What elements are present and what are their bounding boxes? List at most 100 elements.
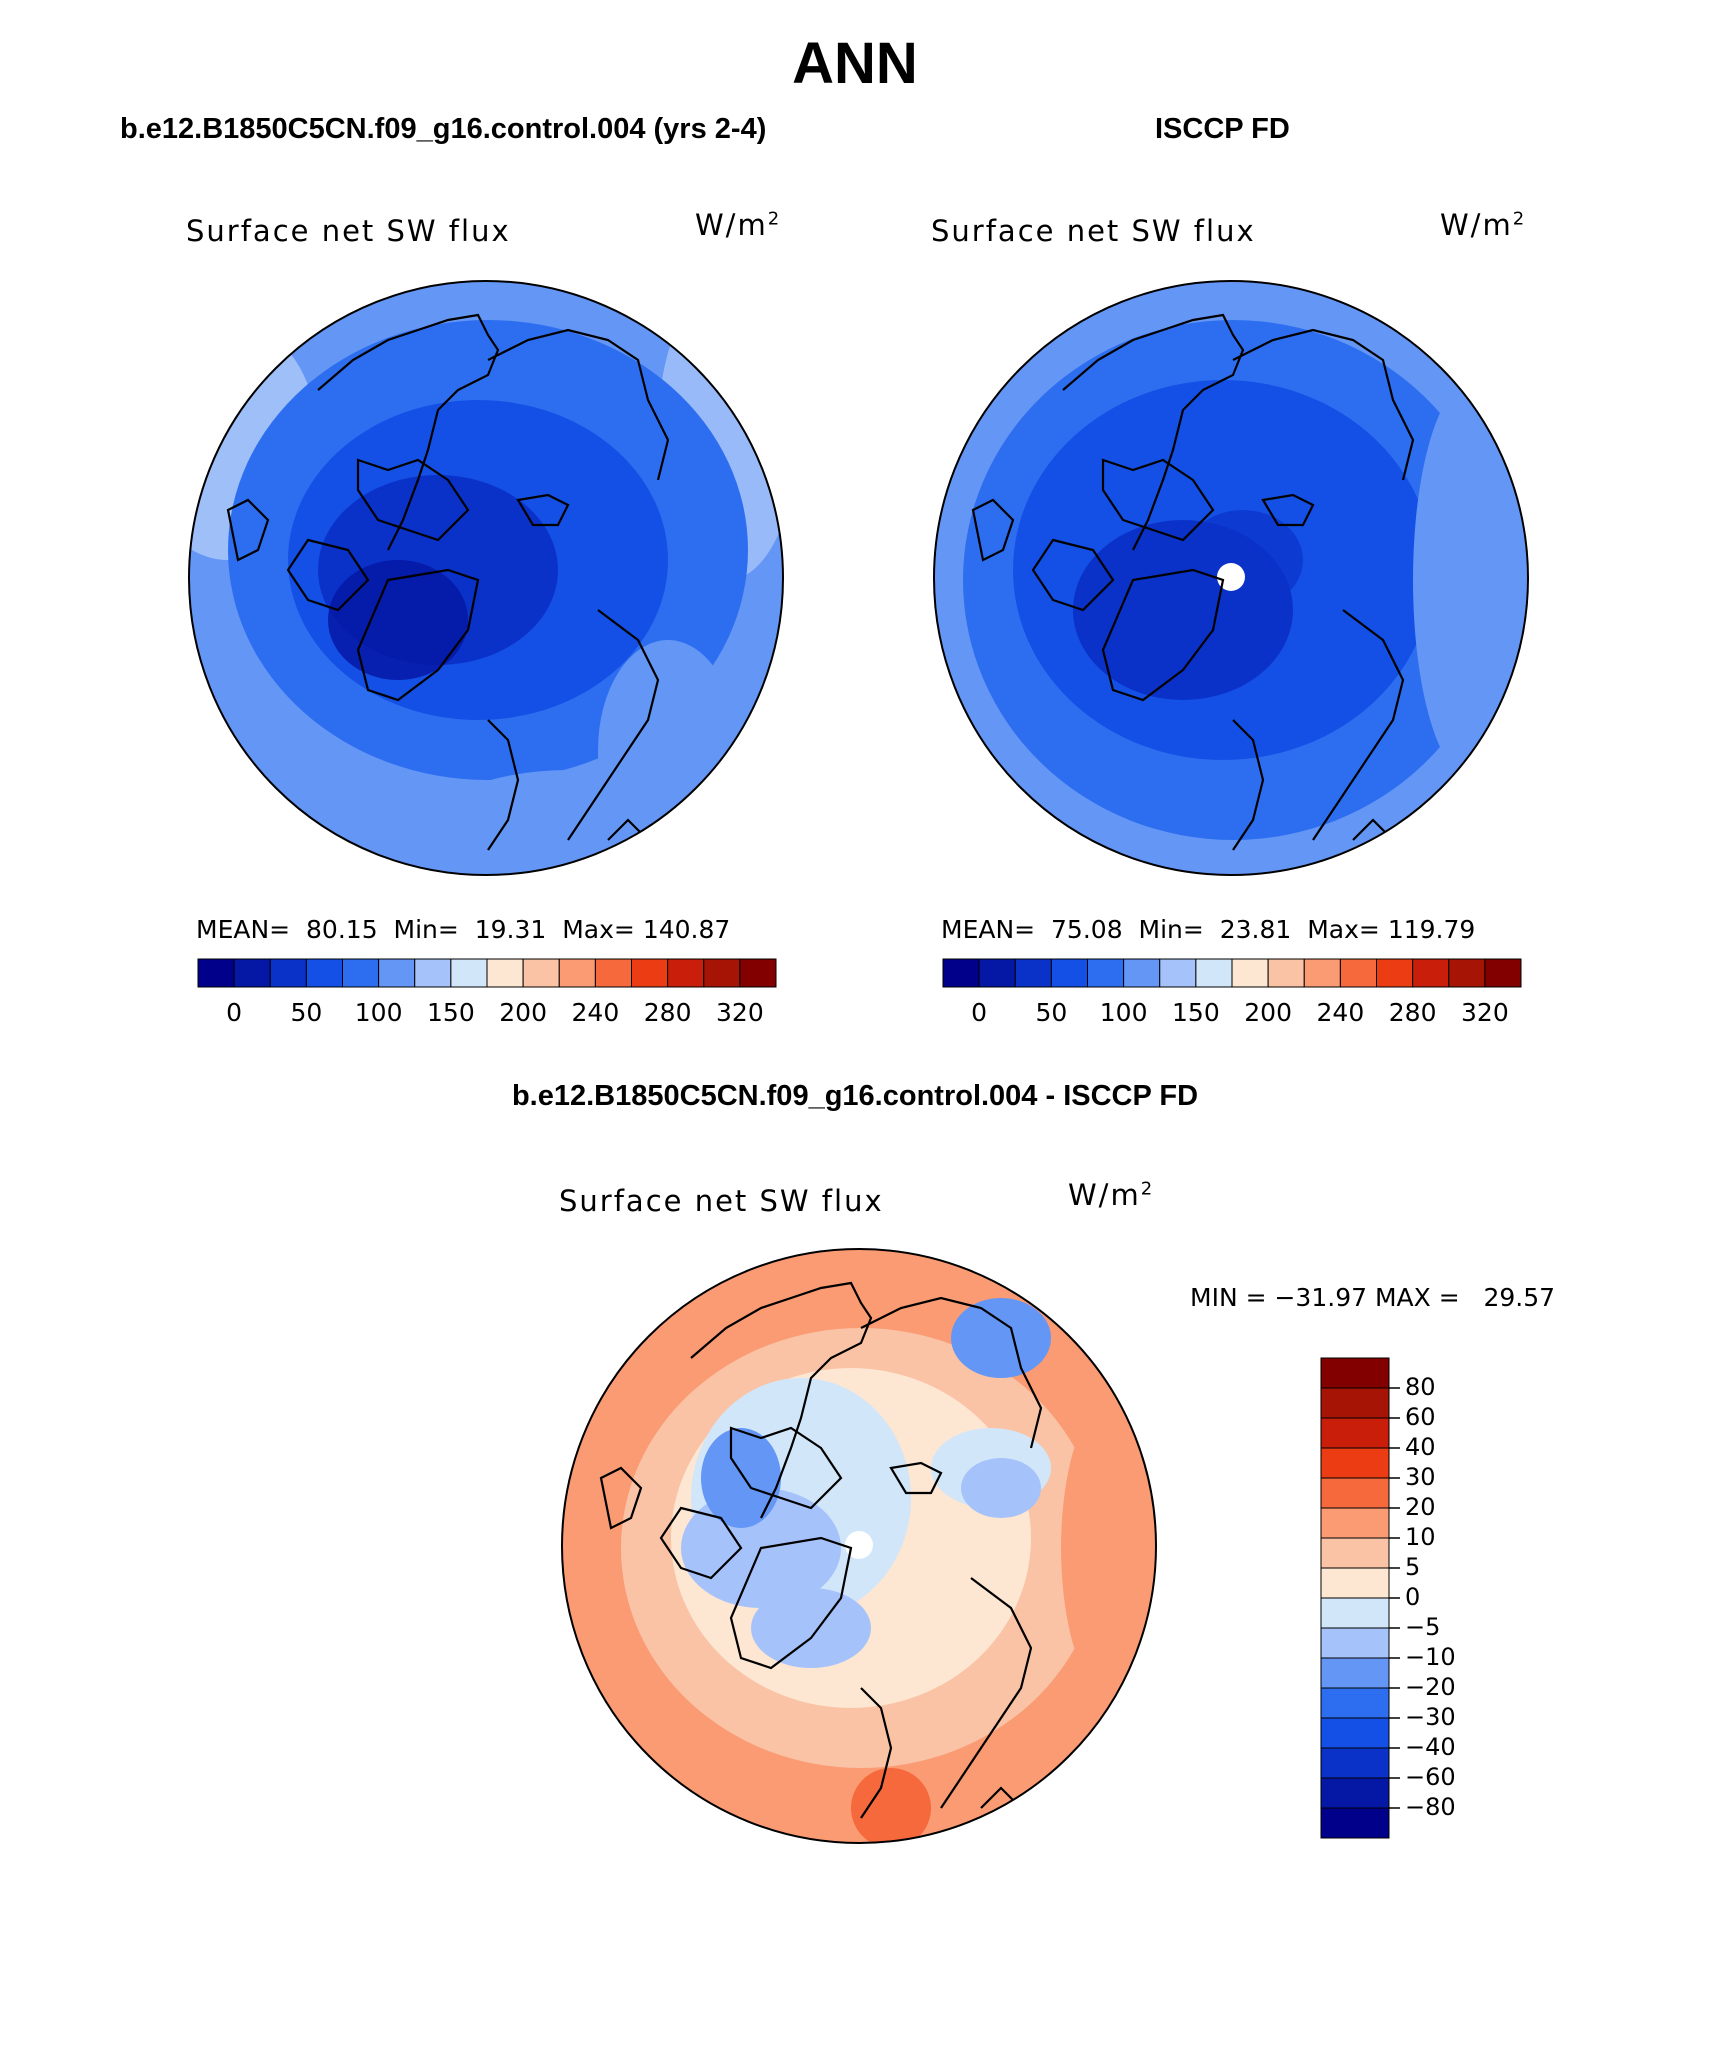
obs-colorbar-swatch bbox=[1159, 958, 1197, 988]
obs-colorbar-tick-label: 280 bbox=[1388, 998, 1437, 1027]
model-colorbar-swatch bbox=[378, 958, 416, 988]
obs-colorbar-swatch bbox=[1231, 958, 1269, 988]
diff-colorbar-tick-label: 30 bbox=[1405, 1463, 1436, 1491]
obs-colorbar-tick-label: 0 bbox=[971, 998, 988, 1027]
obs-colorbar-tick-label: 240 bbox=[1316, 998, 1365, 1027]
diff-colorbar-swatch bbox=[1320, 1627, 1390, 1659]
model-colorbar-swatch bbox=[631, 958, 669, 988]
obs-colorbar-tick-label: 50 bbox=[1035, 998, 1068, 1027]
model-colorbar-swatch bbox=[233, 958, 271, 988]
model-colorbar-ticks: 0 50 100 150 200 240 280 320 bbox=[198, 998, 776, 1030]
diff-colorbar-swatch bbox=[1320, 1477, 1390, 1509]
obs-colorbar-swatch bbox=[1267, 958, 1305, 988]
diff-colorbar-tick-label: 40 bbox=[1405, 1433, 1436, 1461]
obs-colorbar-swatch bbox=[1195, 958, 1233, 988]
model-colorbar-swatch bbox=[197, 958, 235, 988]
diff-panel-header: b.e12.B1850C5CN.f09_g16.control.004 - IS… bbox=[511, 1080, 1199, 1112]
diff-colorbar-tick-label: 60 bbox=[1405, 1403, 1436, 1431]
diff-colorbar-tick-label: −10 bbox=[1405, 1643, 1456, 1671]
model-colorbar-swatch bbox=[305, 958, 343, 988]
obs-colorbar-swatch bbox=[1087, 958, 1125, 988]
obs-colorbar-swatch bbox=[978, 958, 1016, 988]
diff-colorbar-swatch bbox=[1320, 1717, 1390, 1749]
model-colorbar-swatch bbox=[594, 958, 632, 988]
figure-title: ANN bbox=[792, 31, 918, 96]
obs-colorbar-swatch bbox=[942, 958, 980, 988]
model-colorbar-tick-label: 50 bbox=[290, 998, 323, 1027]
obs-colorbar-swatch bbox=[1376, 958, 1414, 988]
diff-colorbar-tick-label: 80 bbox=[1405, 1373, 1436, 1401]
model-colorbar-tick-label: 0 bbox=[226, 998, 243, 1027]
model-colorbar-swatch bbox=[414, 958, 452, 988]
obs-colorbar-swatch bbox=[1484, 958, 1522, 988]
diff-colorbar-tick-label: 20 bbox=[1405, 1493, 1436, 1521]
obs-polar-map bbox=[933, 280, 1529, 876]
model-colorbar-tick-label: 240 bbox=[571, 998, 620, 1027]
obs-colorbar-tick-label: 100 bbox=[1099, 998, 1148, 1027]
obs-panel-header: ISCCP FD bbox=[1155, 113, 1290, 145]
obs-stats: MEAN= 75.08 Min= 23.81 Max= 119.79 bbox=[941, 915, 1476, 944]
model-polar-map bbox=[188, 280, 784, 876]
obs-colorbar-ticks: 0 50 100 150 200 240 280 320 bbox=[943, 998, 1521, 1030]
model-colorbar-tick-label: 320 bbox=[716, 998, 764, 1027]
diff-colorbar-swatch bbox=[1320, 1387, 1390, 1419]
diff-colorbar-swatch bbox=[1320, 1357, 1390, 1389]
diff-colorbar-tick-label: −5 bbox=[1405, 1613, 1441, 1641]
model-panel-header: b.e12.B1850C5CN.f09_g16.control.004 (yrs… bbox=[120, 113, 767, 145]
model-stats: MEAN= 80.15 Min= 19.31 Max= 140.87 bbox=[196, 915, 731, 944]
model-colorbar-swatch bbox=[522, 958, 560, 988]
obs-colorbar-swatch bbox=[1339, 958, 1377, 988]
model-units-label: W/m2 bbox=[695, 208, 782, 242]
diff-colorbar-tick-label: 0 bbox=[1405, 1583, 1421, 1611]
diff-colorbar-tick-label: 5 bbox=[1405, 1553, 1421, 1581]
model-colorbar-swatch bbox=[486, 958, 524, 988]
diff-colorbar-swatch bbox=[1320, 1507, 1390, 1539]
model-colorbar-tick-label: 200 bbox=[499, 998, 547, 1027]
obs-colorbar-tick-label: 320 bbox=[1461, 998, 1509, 1027]
obs-colorbar-swatch bbox=[1303, 958, 1341, 988]
model-colorbar-tick-label: 150 bbox=[427, 998, 475, 1027]
model-colorbar-swatch bbox=[450, 958, 488, 988]
diff-colorbar-tick-label: −60 bbox=[1405, 1763, 1456, 1791]
obs-colorbar-swatch bbox=[1014, 958, 1052, 988]
diff-colorbar-tick-label: 10 bbox=[1405, 1523, 1436, 1551]
diff-colorbar-tick-label: −80 bbox=[1405, 1793, 1456, 1821]
diff-colorbar-swatch bbox=[1320, 1807, 1390, 1839]
model-colorbar-swatch bbox=[667, 958, 705, 988]
model-colorbar-swatch bbox=[739, 958, 777, 988]
obs-colorbar-tick-label: 200 bbox=[1244, 998, 1292, 1027]
diff-units-label: W/m2 bbox=[1068, 1178, 1155, 1212]
model-colorbar-tick-label: 280 bbox=[643, 998, 692, 1027]
obs-colorbar bbox=[942, 958, 1522, 988]
model-variable-label: Surface net SW flux bbox=[186, 214, 511, 248]
diff-colorbar-swatch bbox=[1320, 1687, 1390, 1719]
diff-colorbar-swatch bbox=[1320, 1597, 1390, 1629]
model-colorbar-tick-label: 100 bbox=[354, 998, 403, 1027]
model-colorbar-swatch bbox=[269, 958, 307, 988]
diff-colorbar bbox=[1320, 1357, 1400, 1839]
obs-colorbar-swatch bbox=[1412, 958, 1450, 988]
diff-colorbar-swatch bbox=[1320, 1747, 1390, 1779]
model-colorbar-swatch bbox=[703, 958, 741, 988]
diff-colorbar-tick-label: −40 bbox=[1405, 1733, 1456, 1761]
diff-colorbar-tick-label: −20 bbox=[1405, 1673, 1456, 1701]
obs-colorbar-tick-label: 150 bbox=[1172, 998, 1220, 1027]
diff-colorbar-swatch bbox=[1320, 1537, 1390, 1569]
obs-colorbar-swatch bbox=[1123, 958, 1161, 988]
diff-colorbar-swatch bbox=[1320, 1447, 1390, 1479]
model-colorbar bbox=[197, 958, 777, 988]
diff-polar-map bbox=[561, 1248, 1157, 1844]
model-colorbar-swatch bbox=[342, 958, 380, 988]
diff-colorbar-ticks: 80 60 40 30 20 10 5 0 −5 −10 −20 −30 −40 −60 −80 bbox=[1405, 1358, 1505, 1838]
diff-colorbar-swatch bbox=[1320, 1777, 1390, 1809]
diff-colorbar-swatch bbox=[1320, 1567, 1390, 1599]
obs-colorbar-swatch bbox=[1448, 958, 1486, 988]
diff-minmax: MIN = −31.97 MAX = 29.57 bbox=[1190, 1283, 1556, 1312]
model-colorbar-swatch bbox=[558, 958, 596, 988]
diff-colorbar-swatch bbox=[1320, 1657, 1390, 1689]
obs-colorbar-swatch bbox=[1050, 958, 1088, 988]
obs-units-label: W/m2 bbox=[1440, 208, 1527, 242]
obs-variable-label: Surface net SW flux bbox=[931, 214, 1256, 248]
diff-variable-label: Surface net SW flux bbox=[559, 1184, 884, 1218]
diff-colorbar-tick-label: −30 bbox=[1405, 1703, 1456, 1731]
